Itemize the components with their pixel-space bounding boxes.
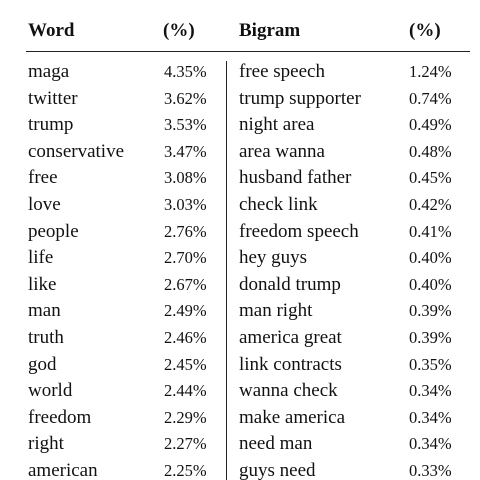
word-percent-cell: 3.53%	[164, 115, 207, 135]
word-cell: freedom	[28, 406, 92, 428]
word-percent-cell: 3.47%	[164, 141, 207, 161]
table-row: conservative 3.47% area wanna 0.48%	[0, 141, 480, 168]
bigram-cell: husband father	[239, 167, 352, 189]
bigram-cell: donald trump	[239, 273, 341, 295]
header-bigram: Bigram	[239, 20, 301, 41]
bigram-cell: wanna check	[239, 380, 338, 402]
bigram-percent-cell: 0.40%	[409, 248, 452, 268]
bigram-cell: check link	[239, 194, 318, 215]
table-row: world 2.44% wanna check 0.34%	[0, 380, 480, 407]
bigram-cell: area wanna	[239, 140, 325, 162]
table-row: freedom 2.29% make america 0.34%	[0, 407, 480, 434]
table-row: truth 2.46% america great 0.39%	[0, 327, 480, 354]
bigram-cell: make america	[239, 406, 346, 428]
table-row: like 2.67% donald trump 0.40%	[0, 274, 480, 301]
word-cell: trump	[28, 114, 74, 136]
word-percent-cell: 2.49%	[164, 301, 207, 321]
bigram-cell: need man	[239, 433, 313, 455]
word-percent-cell: 3.62%	[164, 88, 207, 108]
header-word: Word	[28, 20, 75, 41]
word-percent-cell: 2.70%	[164, 248, 207, 268]
table-row: american 2.25% guys need 0.33%	[0, 460, 480, 480]
table-row: right 2.27% need man 0.34%	[0, 433, 480, 460]
word-cell: american	[28, 460, 98, 480]
table-row: man 2.49% man right 0.39%	[0, 300, 480, 327]
bigram-percent-cell: 0.74%	[409, 88, 452, 108]
word-percent-cell: 2.25%	[164, 461, 207, 480]
bigram-percent-cell: 0.39%	[409, 301, 452, 321]
word-percent-cell: 4.35%	[164, 62, 207, 81]
word-cell: world	[28, 380, 73, 402]
bigram-percent-cell: 0.34%	[409, 434, 452, 454]
word-percent-cell: 2.44%	[164, 381, 207, 401]
bigram-cell: hey guys	[239, 247, 308, 269]
word-cell: free	[28, 167, 58, 189]
table-row: people 2.76% freedom speech 0.41%	[0, 221, 480, 248]
bigram-cell: man right	[239, 300, 313, 322]
bigram-percent-cell: 0.49%	[409, 115, 452, 135]
table-row: maga 4.35% free speech 1.24%	[0, 61, 480, 88]
table-row: love 3.03% check link 0.42%	[0, 194, 480, 221]
word-cell: twitter	[28, 87, 78, 109]
word-percent-cell: 2.29%	[164, 407, 207, 427]
bigram-percent-cell: 0.42%	[409, 195, 452, 214]
table-header: Word (%) Bigram (%)	[0, 20, 480, 46]
word-cell: like	[28, 273, 57, 295]
table-row: trump 3.53% night area 0.49%	[0, 114, 480, 141]
bigram-cell: link contracts	[239, 353, 342, 375]
word-percent-cell: 2.46%	[164, 328, 207, 347]
bigram-percent-cell: 0.34%	[409, 381, 452, 401]
bigram-percent-cell: 1.24%	[409, 62, 452, 81]
word-percent-cell: 3.08%	[164, 168, 207, 188]
bigram-cell: america great	[239, 327, 342, 348]
bigram-percent-cell: 0.45%	[409, 168, 452, 188]
bigram-cell: guys need	[239, 460, 316, 480]
word-cell: right	[28, 433, 64, 455]
header-word-percent: (%)	[163, 20, 195, 41]
word-percent-cell: 2.76%	[164, 221, 207, 241]
word-cell: love	[28, 194, 61, 215]
bigram-percent-cell: 0.35%	[409, 354, 452, 374]
header-rule	[26, 51, 470, 52]
word-cell: god	[28, 353, 57, 375]
bigram-cell: free speech	[239, 61, 325, 82]
column-separator	[226, 61, 227, 480]
bigram-percent-cell: 0.40%	[409, 274, 452, 294]
bigram-percent-cell: 0.48%	[409, 141, 452, 161]
header-bigram-percent: (%)	[409, 20, 441, 41]
word-percent-cell: 2.45%	[164, 354, 207, 374]
bigram-cell: freedom speech	[239, 220, 359, 242]
word-percent-cell: 2.67%	[164, 274, 207, 294]
bigram-percent-cell: 0.33%	[409, 461, 452, 480]
bigram-percent-cell: 0.34%	[409, 407, 452, 427]
table-row: god 2.45% link contracts 0.35%	[0, 354, 480, 381]
bigram-cell: night area	[239, 114, 315, 136]
word-cell: people	[28, 220, 79, 242]
bigram-percent-cell: 0.39%	[409, 328, 452, 347]
word-cell: maga	[28, 61, 70, 82]
table-row: life 2.70% hey guys 0.40%	[0, 247, 480, 274]
word-cell: truth	[28, 327, 64, 348]
word-cell: man	[28, 300, 61, 322]
word-percent-cell: 2.27%	[164, 434, 207, 454]
word-percent-cell: 3.03%	[164, 195, 207, 214]
table-row: free 3.08% husband father 0.45%	[0, 167, 480, 194]
word-cell: life	[28, 247, 54, 269]
bigram-percent-cell: 0.41%	[409, 221, 452, 241]
word-cell: conservative	[28, 140, 125, 162]
bigram-cell: trump supporter	[239, 87, 361, 109]
table-row: twitter 3.62% trump supporter 0.74%	[0, 88, 480, 115]
